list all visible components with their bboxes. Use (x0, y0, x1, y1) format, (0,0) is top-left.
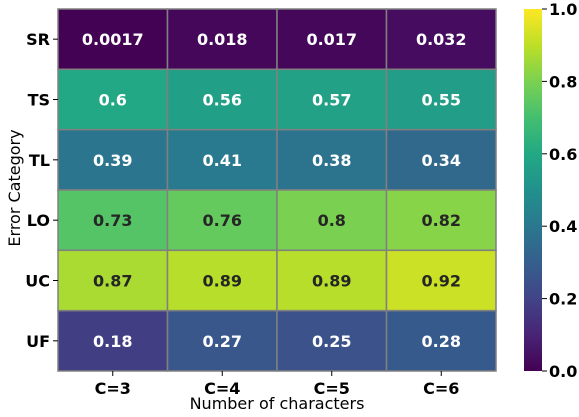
cell-value-label: 0.34 (422, 151, 461, 170)
x-tick-labels: C=3 C=4 C=5 C=6 (95, 371, 459, 398)
cell-value-label: 0.18 (93, 332, 132, 351)
y-tick-label: UC (25, 272, 50, 291)
cell-value-label: 0.87 (93, 272, 132, 291)
cell-value-label: 0.39 (93, 151, 132, 170)
cell-value-label: 0.8 (318, 211, 346, 230)
cell-value-label: 0.92 (422, 272, 461, 291)
heatmap-cell (276, 249, 388, 312)
cell-value-label: 0.55 (422, 91, 461, 110)
cell-value-label: 0.73 (93, 211, 132, 230)
heatmap-cell (57, 8, 169, 71)
cell-value-label: 0.017 (306, 30, 357, 49)
x-tick-label: C=3 (95, 379, 131, 398)
x-tick-label: C=6 (423, 379, 459, 398)
colorbar-tick-label: 0.4 (549, 217, 577, 236)
colorbar-ticks: 0.0 0.2 0.4 0.6 0.8 1.0 (542, 0, 577, 381)
colorbar-tick-label: 0.0 (549, 362, 577, 381)
heatmap-cell (385, 128, 497, 191)
x-tick-label: C=4 (204, 379, 240, 398)
cell-value-label: 0.89 (312, 272, 351, 291)
heatmap-cell (385, 8, 497, 71)
y-tick-label: UF (26, 332, 50, 351)
cell-value-label: 0.27 (203, 332, 242, 351)
y-tick-label: TS (28, 91, 50, 110)
heatmap-cell (57, 309, 169, 372)
y-tick-labels: SR TS TL LO UC UF (25, 30, 58, 351)
heatmap-cell (166, 189, 278, 252)
y-tick-label: TL (29, 151, 50, 170)
heatmap-cell (166, 68, 278, 131)
y-tick-label: SR (26, 30, 50, 49)
heatmap-cell (385, 189, 497, 252)
cell-value-label: 0.28 (422, 332, 461, 351)
heatmap-cells: 0.0017 0.018 0.017 0.032 0.6 0.56 0.57 0.55 0.39… (57, 8, 497, 372)
heatmap-cell (276, 8, 388, 71)
heatmap-cell (385, 68, 497, 131)
y-axis-label: Error Category (5, 129, 24, 246)
cell-value-label: 0.76 (203, 211, 242, 230)
cell-value-label: 0.41 (203, 151, 242, 170)
heatmap-cell (385, 249, 497, 312)
cell-value-label: 0.56 (203, 91, 242, 110)
colorbar-tick-label: 0.2 (549, 290, 577, 309)
heatmap-cell (166, 8, 278, 71)
heatmap-cell (166, 249, 278, 312)
cell-value-label: 0.018 (197, 30, 248, 49)
cell-value-label: 0.57 (312, 91, 351, 110)
cell-value-label: 0.38 (312, 151, 351, 170)
colorbar-tick-label: 0.8 (549, 72, 577, 91)
heatmap-cell (166, 128, 278, 191)
y-tick-label: LO (27, 211, 50, 230)
cell-value-label: 0.82 (422, 211, 461, 230)
x-tick-label: C=5 (314, 379, 350, 398)
cell-value-label: 0.032 (416, 30, 467, 49)
cell-value-label: 0.25 (312, 332, 351, 351)
colorbar-tick-label: 1.0 (549, 0, 577, 19)
x-axis-label: Number of characters (190, 394, 365, 413)
cell-value-label: 0.89 (203, 272, 242, 291)
colorbar (524, 9, 542, 371)
heatmap-cell (166, 309, 278, 372)
heatmap-cell (276, 309, 388, 372)
cell-value-label: 0.0017 (82, 30, 144, 49)
heatmap-cell (385, 309, 497, 372)
colorbar-tick-label: 0.6 (549, 145, 577, 164)
cell-value-label: 0.6 (99, 91, 127, 110)
